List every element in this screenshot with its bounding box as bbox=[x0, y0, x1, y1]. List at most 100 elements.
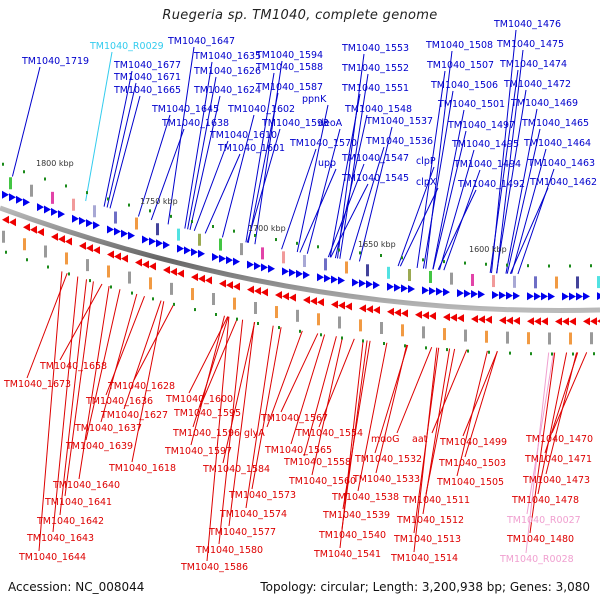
forward-gene-label[interactable]: TM1040_1553 bbox=[341, 43, 409, 54]
forward-gene-label[interactable]: TM1040_1638 bbox=[161, 118, 229, 129]
reverse-gene-label[interactable]: TM1040_1639 bbox=[65, 441, 133, 452]
reverse-gene-label[interactable]: TM1040_1470 bbox=[525, 434, 593, 445]
reverse-gene-label[interactable]: TM1040_1471 bbox=[524, 454, 592, 465]
reverse-gene-label[interactable]: TM1040_1573 bbox=[228, 490, 296, 501]
reverse-gene-label[interactable]: TM1040_1658 bbox=[39, 361, 107, 372]
forward-gene-label[interactable]: TM1040_1665 bbox=[113, 85, 181, 96]
reverse-gene-label[interactable]: TM1040_1644 bbox=[18, 552, 86, 563]
forward-gene-label[interactable]: TM1040_1551 bbox=[341, 83, 409, 94]
reverse-gene-label[interactable]: TM1040_1597 bbox=[164, 446, 232, 457]
reverse-gene-label[interactable]: TM1040_1480 bbox=[506, 534, 574, 545]
forward-gene-label[interactable]: TM1040_1476 bbox=[493, 19, 561, 30]
forward-gene-label[interactable]: TM1040_1647 bbox=[167, 36, 235, 47]
reverse-gene-label[interactable]: TM1040_1627 bbox=[100, 410, 168, 421]
reverse-gene-label[interactable]: TM1040_1478 bbox=[511, 495, 579, 506]
reverse-gene-label[interactable]: TM1040_1673 bbox=[3, 379, 71, 390]
forward-gene-label[interactable]: TM1040_1719 bbox=[21, 56, 89, 67]
reverse-gene-label[interactable]: TM1040_1499 bbox=[439, 437, 507, 448]
forward-gene-label[interactable]: TM1040_1492 bbox=[457, 179, 525, 190]
forward-gene-label[interactable]: TM1040_1475 bbox=[496, 39, 564, 50]
reverse-gene-label[interactable]: TM1040_1640 bbox=[52, 480, 120, 491]
forward-gene-label[interactable]: TM1040_1547 bbox=[341, 153, 409, 164]
reverse-gene-label[interactable]: glyA bbox=[244, 428, 265, 439]
forward-gene-label[interactable]: clpP bbox=[416, 156, 436, 167]
forward-gene-label[interactable]: ppnK bbox=[302, 94, 327, 105]
reverse-gene-label[interactable]: TM1040_1641 bbox=[44, 497, 112, 508]
reverse-gene-label[interactable]: TM1040_1567 bbox=[260, 413, 328, 424]
reverse-gene-label[interactable]: TM1040_1577 bbox=[208, 527, 276, 538]
forward-gene-label[interactable]: TM1040_1507 bbox=[426, 60, 494, 71]
reverse-gene-label[interactable]: TM1040_1540 bbox=[318, 530, 386, 541]
reverse-gene-label[interactable]: TM1040_1643 bbox=[26, 533, 94, 544]
forward-gene-label[interactable]: TM1040_1610 bbox=[209, 130, 277, 141]
forward-gene-label[interactable]: TM1040_1537 bbox=[365, 116, 433, 127]
reverse-gene-label[interactable]: TM1040_1565 bbox=[264, 445, 332, 456]
reverse-gene-label[interactable]: TM1040_1512 bbox=[396, 515, 464, 526]
reverse-gene-label[interactable]: mdoG bbox=[371, 434, 399, 445]
reverse-gene-label[interactable]: TM1040_1539 bbox=[322, 510, 390, 521]
forward-gene-label[interactable]: TM1040_1677 bbox=[113, 60, 181, 71]
reverse-gene-label[interactable]: TM1040_R0028 bbox=[499, 554, 574, 565]
forward-gene-label[interactable]: TM1040_1501 bbox=[437, 99, 505, 110]
forward-gene-label[interactable]: TM1040_1548 bbox=[344, 104, 412, 115]
reverse-gene-label[interactable]: TM1040_1600 bbox=[165, 394, 233, 405]
forward-gene-label[interactable]: TM1040_1671 bbox=[113, 72, 181, 83]
forward-gene-label[interactable]: TM1040_1506 bbox=[430, 80, 498, 91]
reverse-gene-label[interactable]: TM1040_1595 bbox=[173, 408, 241, 419]
reverse-gene-label[interactable]: TM1040_1580 bbox=[195, 545, 263, 556]
forward-gene-label[interactable]: TM1040_1465 bbox=[521, 118, 589, 129]
reverse-gene-label[interactable]: TM1040_1503 bbox=[438, 458, 506, 469]
reverse-gene-label[interactable]: TM1040_1505 bbox=[436, 477, 504, 488]
reverse-gene-label[interactable]: TM1040_1473 bbox=[522, 475, 590, 486]
reverse-gene-label[interactable]: TM1040_1628 bbox=[107, 381, 175, 392]
reverse-gene-label[interactable]: TM1040_1618 bbox=[108, 463, 176, 474]
forward-gene-label[interactable]: TM1040_1602 bbox=[227, 104, 295, 115]
forward-gene-label[interactable]: TM1040_1469 bbox=[510, 98, 578, 109]
forward-gene-label[interactable]: TM1040_1587 bbox=[255, 82, 323, 93]
forward-gene-label[interactable]: TM1040_1474 bbox=[499, 59, 567, 70]
forward-gene-label[interactable]: clpX bbox=[416, 177, 437, 188]
forward-gene-label[interactable]: TM1040_1594 bbox=[255, 50, 323, 61]
reverse-gene-label[interactable]: TM1040_1513 bbox=[393, 534, 461, 545]
forward-gene-label[interactable]: TM1040_1624 bbox=[193, 85, 261, 96]
reverse-gene-label[interactable]: TM1040_1541 bbox=[313, 549, 381, 560]
reverse-gene-label[interactable]: TM1040_1554 bbox=[295, 428, 363, 439]
forward-gene-label[interactable]: TM1040_1463 bbox=[527, 158, 595, 169]
reverse-gene-label[interactable]: TM1040_1584 bbox=[202, 464, 270, 475]
reverse-gene-label[interactable]: TM1040_1511 bbox=[402, 495, 470, 506]
forward-gene-label[interactable]: TM1040_1635 bbox=[193, 51, 261, 62]
forward-gene-label[interactable]: TM1040_1495 bbox=[451, 139, 519, 150]
forward-gene-label[interactable]: deoA bbox=[318, 118, 343, 129]
reverse-gene-label[interactable]: TM1040_1642 bbox=[36, 516, 104, 527]
forward-gene-label[interactable]: upp bbox=[318, 158, 336, 169]
reverse-gene-label[interactable]: TM1040_1637 bbox=[74, 423, 142, 434]
forward-gene-label[interactable]: TM1040_1593 bbox=[261, 118, 329, 129]
forward-gene-label[interactable]: TM1040_1536 bbox=[365, 136, 433, 147]
reverse-gene-label[interactable]: TM1040_1586 bbox=[180, 562, 248, 573]
forward-gene-label[interactable]: TM1040_1545 bbox=[341, 173, 409, 184]
forward-gene-label[interactable]: TM1040_1552 bbox=[341, 63, 409, 74]
reverse-gene-label[interactable]: TM1040_1574 bbox=[219, 509, 287, 520]
forward-gene-label[interactable]: TM1040_1570 bbox=[289, 138, 357, 149]
reverse-gene-label[interactable]: TM1040_1532 bbox=[354, 454, 422, 465]
forward-gene-label[interactable]: TM1040_1462 bbox=[529, 177, 597, 188]
reverse-gene-label[interactable]: TM1040_1558 bbox=[283, 457, 351, 468]
reverse-gene-label[interactable]: TM1040_R0027 bbox=[506, 515, 581, 526]
forward-gene-label[interactable]: TM1040_1472 bbox=[503, 79, 571, 90]
reverse-gene-label[interactable]: TM1040_1533 bbox=[352, 474, 420, 485]
reverse-gene-label[interactable]: TM1040_1596 bbox=[172, 428, 240, 439]
reverse-gene-label[interactable]: TM1040_1514 bbox=[390, 553, 458, 564]
forward-gene-label[interactable]: TM1040_1508 bbox=[425, 40, 493, 51]
forward-gene-label[interactable]: TM1040_1645 bbox=[151, 104, 219, 115]
reverse-gene-label[interactable]: TM1040_1538 bbox=[331, 492, 399, 503]
forward-gene-label[interactable]: TM1040_1464 bbox=[523, 138, 591, 149]
reverse-gene-label[interactable]: TM1040_1560 bbox=[288, 476, 356, 487]
forward-gene-label[interactable]: TM1040_1497 bbox=[447, 120, 515, 131]
forward-gene-label[interactable]: TM1040_1588 bbox=[255, 62, 323, 73]
reverse-gene-label[interactable]: aat bbox=[412, 434, 428, 445]
reverse-gene-label[interactable]: TM1040_1636 bbox=[85, 396, 153, 407]
forward-gene-label[interactable]: TM1040_1601 bbox=[217, 143, 285, 154]
forward-gene-label[interactable]: TM1040_R0029 bbox=[89, 41, 164, 52]
forward-gene-label[interactable]: TM1040_1626 bbox=[193, 66, 261, 77]
forward-gene-label[interactable]: TM1040_1494 bbox=[453, 159, 521, 170]
